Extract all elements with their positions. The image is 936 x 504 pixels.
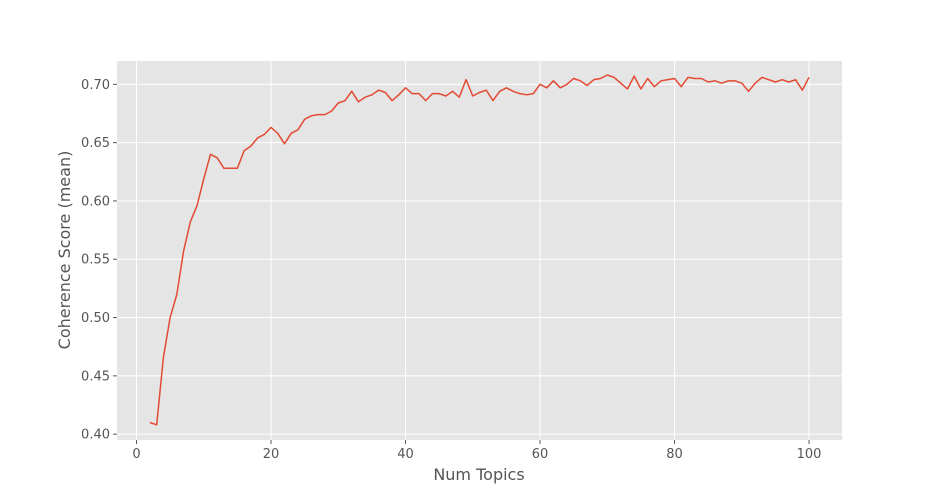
y-tick-label: 0.60 (81, 194, 110, 209)
y-tick-label: 0.65 (81, 136, 110, 151)
x-axis-ticks: 0 20 40 60 80 100 (132, 440, 821, 462)
y-tick-label: 0.50 (81, 311, 110, 326)
grid-lines (117, 61, 842, 440)
y-tick-label: 0.40 (81, 428, 110, 443)
y-tick-label: 0.70 (81, 78, 110, 93)
x-tick-label: 20 (263, 447, 280, 462)
x-tick-label: 40 (397, 447, 414, 462)
coherence-series-line (149, 74, 810, 426)
x-axis-label: Num Topics (433, 465, 524, 484)
y-axis-ticks: 0.40 0.45 0.50 0.55 0.60 0.65 0.70 (81, 78, 117, 443)
x-tick-label: 100 (797, 447, 822, 462)
y-tick-label: 0.45 (81, 369, 110, 384)
x-tick-label: 0 (132, 447, 140, 462)
x-tick-label: 80 (666, 447, 683, 462)
y-axis-label: Coherence Score (mean) (55, 151, 74, 350)
y-tick-label: 0.55 (81, 253, 110, 268)
plot-background (117, 61, 842, 440)
x-tick-label: 60 (532, 447, 549, 462)
